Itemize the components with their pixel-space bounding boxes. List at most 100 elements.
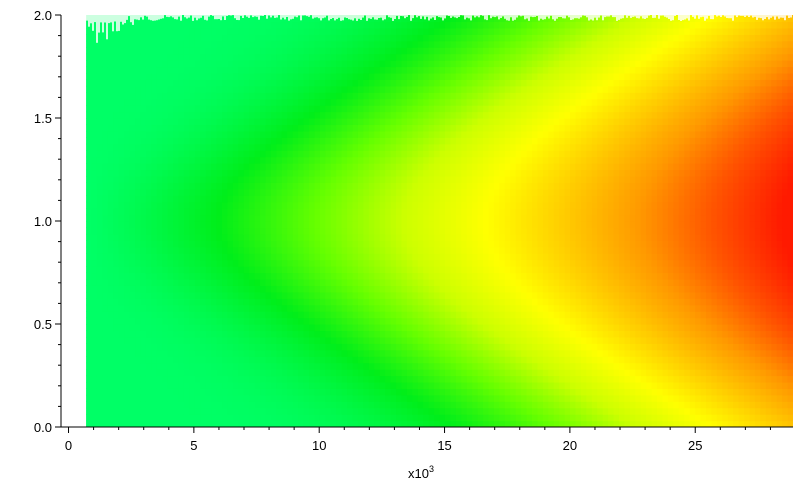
heatmap-cell [238, 317, 245, 325]
heatmap-cell [183, 407, 190, 415]
heatmap-cell [303, 40, 310, 48]
heatmap-cell [368, 227, 375, 235]
heatmap-cell [205, 105, 212, 113]
heatmap-cell [483, 105, 490, 113]
heatmap-cell [167, 60, 174, 68]
heatmap-cell [124, 163, 131, 171]
heatmap-cell [455, 401, 462, 409]
heatmap-cell [287, 175, 294, 183]
heatmap-cell [232, 150, 239, 158]
heatmap-cell [477, 105, 484, 113]
heatmap-cell [406, 420, 413, 427]
heatmap-cell [347, 298, 354, 306]
heatmap-cell [461, 311, 468, 319]
heatmap-cell [145, 291, 152, 299]
heatmap-cell [167, 150, 174, 158]
heatmap-cell [406, 60, 413, 68]
heatmap-cell [379, 246, 386, 254]
heatmap-cell [260, 143, 267, 151]
heatmap-cell [461, 85, 468, 93]
heatmap-cell [96, 111, 103, 119]
heatmap-cell [113, 156, 120, 164]
heatmap-cell [336, 175, 343, 183]
heatmap-cell [461, 401, 468, 409]
heatmap-cell [118, 214, 125, 222]
heatmap-cell [265, 221, 272, 229]
heatmap-cell [444, 369, 452, 377]
heatmap-cell [390, 143, 397, 151]
heatmap-cell [211, 47, 218, 55]
heatmap-cell [145, 182, 152, 190]
heatmap-cell [417, 195, 424, 203]
heatmap-cell [341, 375, 348, 383]
heatmap-cell [357, 105, 365, 113]
heatmap-cell [488, 40, 495, 48]
heatmap-cell [450, 259, 457, 267]
heatmap-cell [314, 324, 321, 332]
heatmap-cell [412, 278, 419, 286]
heatmap-cell [352, 266, 359, 274]
heatmap-cell [298, 285, 305, 293]
heatmap-cell [211, 285, 218, 293]
heatmap-cell [211, 98, 218, 106]
heatmap-cell [211, 163, 218, 171]
heatmap-cell [287, 349, 294, 357]
heatmap-cell [396, 105, 403, 113]
heatmap-cell [477, 369, 484, 377]
heatmap-cell [173, 118, 180, 126]
heatmap-cell [156, 330, 163, 338]
heatmap-cell [347, 156, 354, 164]
heatmap-cell [243, 21, 250, 29]
heatmap-cell [96, 163, 103, 171]
heatmap-cell [216, 105, 223, 113]
heatmap-cell [189, 92, 196, 100]
heatmap-cell [330, 214, 337, 222]
heatmap-cell [107, 388, 114, 396]
heatmap-cell [309, 169, 316, 177]
heatmap-cell [444, 266, 452, 274]
heatmap-cell [363, 92, 370, 100]
heatmap-cell [352, 201, 359, 209]
heatmap-cell [504, 317, 511, 325]
heatmap-cell [173, 394, 180, 402]
heatmap-cell [466, 72, 473, 80]
heatmap-cell [183, 240, 190, 248]
heatmap-cell [238, 27, 245, 35]
heatmap-cell [472, 143, 479, 151]
heatmap-cell [102, 85, 109, 93]
heatmap-cell [493, 298, 500, 306]
heatmap-cell [314, 85, 321, 93]
heatmap-cell [113, 130, 120, 138]
heatmap-cell [330, 420, 337, 427]
heatmap-cell [493, 227, 500, 235]
heatmap-cell [401, 375, 408, 383]
heatmap-cell [423, 375, 430, 383]
heatmap-cell [390, 369, 397, 377]
heatmap-cell [423, 85, 430, 93]
heatmap-cell [396, 375, 403, 383]
heatmap-cell [472, 317, 479, 325]
heatmap-cell [145, 195, 152, 203]
heatmap-cell [347, 414, 354, 422]
heatmap-cell [412, 259, 419, 267]
heatmap-cell [385, 130, 392, 138]
heatmap-cell [145, 143, 152, 151]
heatmap-cell [298, 304, 305, 312]
heatmap-cell [406, 291, 413, 299]
heatmap-cell [124, 98, 131, 106]
heatmap-cell [194, 324, 201, 332]
heatmap-cell [102, 253, 109, 261]
heatmap-cell [265, 362, 272, 370]
heatmap-cell [450, 111, 457, 119]
heatmap-cell [183, 311, 190, 319]
heatmap-cell [396, 111, 403, 119]
heatmap-cell [173, 66, 180, 74]
heatmap-cell [140, 92, 147, 100]
heatmap-cell [227, 150, 234, 158]
heatmap-cell [379, 253, 386, 261]
heatmap-cell [477, 175, 484, 183]
heatmap-cell [156, 53, 163, 61]
heatmap-cell [254, 253, 261, 261]
heatmap-cell [189, 79, 196, 87]
heatmap-cell [232, 201, 239, 209]
